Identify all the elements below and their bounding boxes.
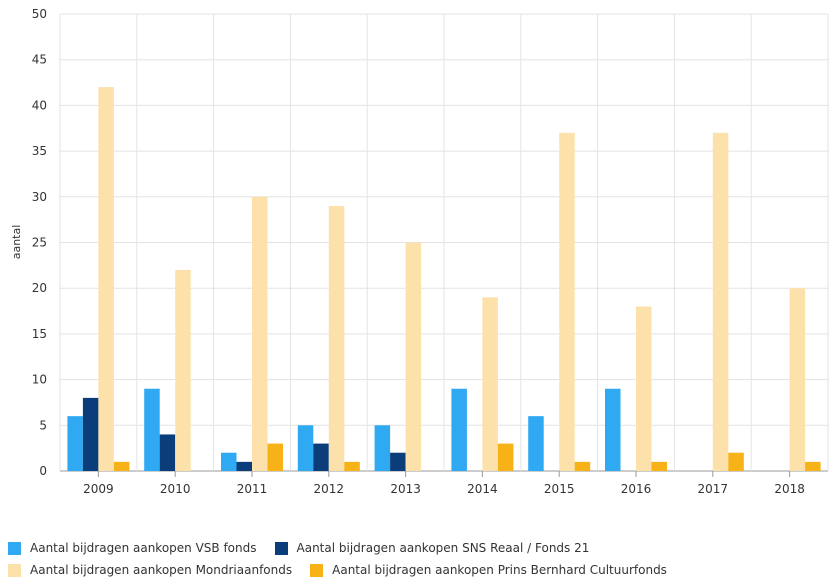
legend-item-mondriaan[interactable]: Aantal bijdragen aankopen Mondriaanfonds — [8, 563, 292, 577]
bar-series-2-2017[interactable] — [712, 132, 729, 471]
bar-series-2-2016[interactable] — [636, 306, 652, 471]
legend-swatch-vsb — [8, 541, 21, 555]
bar-chart: 2009 2010 2011 2012 2013 2014 2015 2016 2017 2018… — [10, 7, 829, 496]
y-tick-label: 15 — [32, 327, 47, 341]
y-tick-label: 30 — [32, 190, 47, 204]
x-tick-label: 2012 — [314, 482, 345, 496]
legend-item-vsb[interactable]: Aantal bijdragen aankopen VSB fonds — [8, 541, 257, 555]
bar-series-2-2010[interactable] — [175, 269, 191, 471]
x-tick-labels: 2009 2010 2011 2012 2013 2014 2015 2016 2017 2018 — [83, 482, 805, 496]
x-tick-label: 2011 — [237, 482, 268, 496]
bar-series-2-2014[interactable] — [482, 297, 498, 471]
bar-series-0-2010[interactable] — [144, 388, 160, 471]
y-tick-label: 10 — [32, 373, 47, 387]
bar-series-2-2013[interactable] — [405, 242, 422, 472]
y-tick-label: 25 — [32, 236, 47, 250]
legend: Aantal bijdragen aankopen VSB fonds Aant… — [8, 537, 828, 581]
bar-series-1-2009[interactable] — [82, 397, 99, 471]
legend-label-sns: Aantal bijdragen aankopen SNS Reaal / Fo… — [296, 541, 590, 555]
legend-swatch-sns — [274, 541, 288, 555]
y-tick-label: 40 — [32, 98, 47, 112]
x-tick-label: 2010 — [160, 482, 191, 496]
y-tick-label: 45 — [32, 53, 47, 67]
y-tick-label: 35 — [32, 144, 47, 158]
x-tick-label: 2016 — [621, 482, 652, 496]
bar-series-0-2013[interactable] — [374, 425, 391, 471]
y-axis-label: aantal — [10, 225, 23, 260]
bar-series-1-2011[interactable] — [236, 461, 253, 471]
bar-series-3-2018[interactable] — [805, 461, 821, 471]
y-tick-label: 5 — [39, 418, 47, 432]
x-tick-label: 2018 — [774, 482, 805, 496]
bar-series-2-2015[interactable] — [559, 132, 575, 471]
legend-item-prins-bernhard[interactable]: Aantal bijdragen aankopen Prins Bernhard… — [310, 563, 667, 577]
legend-swatch-prins-bernhard — [310, 563, 324, 577]
legend-row: Aantal bijdragen aankopen Mondriaanfonds… — [8, 559, 828, 581]
legend-swatch-mondriaan — [8, 563, 21, 577]
legend-label-prins-bernhard: Aantal bijdragen aankopen Prins Bernhard… — [332, 563, 667, 577]
bar-series-3-2017[interactable] — [728, 452, 744, 471]
bar-series-0-2012[interactable] — [297, 425, 314, 471]
bar-series-3-2012[interactable] — [344, 461, 360, 471]
x-tick-label: 2014 — [467, 482, 498, 496]
bar-series-2-2009[interactable] — [98, 87, 114, 472]
bars-layer — [67, 87, 821, 472]
bar-series-1-2013[interactable] — [390, 452, 406, 471]
bar-series-0-2011[interactable] — [221, 452, 237, 471]
bar-series-3-2015[interactable] — [574, 461, 591, 471]
bar-series-0-2015[interactable] — [528, 416, 544, 471]
bar-series-3-2011[interactable] — [267, 443, 284, 471]
y-tick-label: 20 — [32, 281, 47, 295]
x-tick-label: 2015 — [544, 482, 575, 496]
bar-series-3-2009[interactable] — [113, 461, 130, 471]
bar-series-1-2010[interactable] — [159, 434, 176, 471]
bar-series-1-2012[interactable] — [313, 443, 329, 471]
y-tick-label: 50 — [32, 7, 47, 21]
bar-series-2-2011[interactable] — [252, 196, 268, 472]
bar-series-2-2018[interactable] — [789, 288, 806, 471]
bar-series-0-2014[interactable] — [451, 388, 467, 471]
bar-series-0-2009[interactable] — [67, 416, 83, 471]
bar-series-2-2012[interactable] — [328, 205, 345, 471]
x-tick-label: 2013 — [390, 482, 421, 496]
legend-label-vsb: Aantal bijdragen aankopen VSB fonds — [30, 541, 257, 555]
bar-series-0-2016[interactable] — [605, 388, 621, 471]
x-tick-label: 2017 — [698, 482, 729, 496]
x-tick-label: 2009 — [83, 482, 114, 496]
legend-item-sns[interactable]: Aantal bijdragen aankopen SNS Reaal / Fo… — [274, 541, 590, 555]
y-tick-label: 0 — [39, 464, 47, 478]
grid-layer — [59, 13, 829, 477]
legend-row: Aantal bijdragen aankopen VSB fonds Aant… — [8, 537, 828, 559]
legend-label-mondriaan: Aantal bijdragen aankopen Mondriaanfonds — [30, 563, 293, 577]
bar-series-3-2014[interactable] — [497, 443, 514, 471]
y-tick-labels: 0 5 10 15 20 25 30 35 40 45 50 — [32, 7, 47, 478]
bar-series-3-2016[interactable] — [651, 461, 668, 471]
